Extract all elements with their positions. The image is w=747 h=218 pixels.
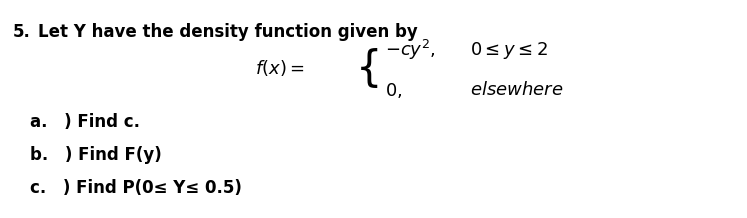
Text: $0 \leq y \leq 2$: $0 \leq y \leq 2$ [470,39,548,61]
Text: $f(x) =$: $f(x) =$ [255,58,305,78]
Text: b. ) Find F(y): b. ) Find F(y) [30,146,162,164]
Text: a. ) Find c.: a. ) Find c. [30,113,140,131]
Text: 5.: 5. [13,23,31,41]
Text: $\{$: $\{$ [355,46,378,90]
Text: $elsewhere$: $elsewhere$ [470,81,563,99]
Text: Let Y have the density function given by: Let Y have the density function given by [38,23,418,41]
Text: $0,$: $0,$ [385,80,403,99]
Text: c. ) Find P(0≤ Y≤ 0.5): c. ) Find P(0≤ Y≤ 0.5) [30,179,242,197]
Text: $-cy^2,$: $-cy^2,$ [385,38,436,62]
